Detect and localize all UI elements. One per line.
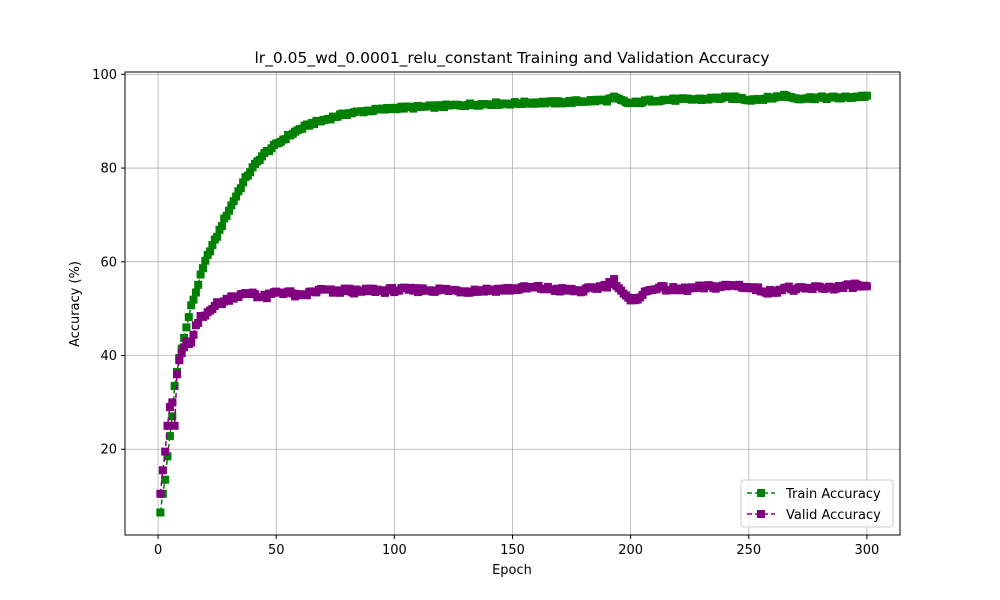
data-point-marker xyxy=(227,201,236,210)
x-tick-label: 300 xyxy=(855,543,880,558)
data-point-marker xyxy=(388,284,396,292)
data-point-marker xyxy=(180,343,189,352)
data-point-marker xyxy=(170,382,179,390)
data-point-marker xyxy=(206,247,215,256)
data-point-marker xyxy=(187,338,196,347)
y-tick-label: 20 xyxy=(100,443,117,458)
data-point-marker xyxy=(246,168,255,177)
x-tick-label: 200 xyxy=(618,543,643,558)
data-point-marker xyxy=(191,288,200,297)
data-point-marker xyxy=(862,91,871,100)
data-point-marker xyxy=(659,282,668,291)
y-axis-label: Accuracy (%) xyxy=(68,261,83,347)
data-point-marker xyxy=(163,421,172,430)
y-tick-label: 60 xyxy=(100,255,117,270)
data-point-marker xyxy=(158,466,167,475)
data-point-marker xyxy=(182,323,191,332)
data-point-marker xyxy=(170,421,179,430)
data-point-marker xyxy=(175,356,184,365)
data-point-marker xyxy=(165,432,174,441)
data-point-marker xyxy=(163,452,172,461)
data-point-marker xyxy=(208,241,217,249)
data-point-marker xyxy=(187,301,196,310)
data-point-marker xyxy=(610,275,619,284)
legend: Train Accuracy Valid Accuracy xyxy=(740,479,894,528)
data-point-marker xyxy=(201,256,210,265)
y-tick-label: 80 xyxy=(100,162,117,177)
x-tick-label: 50 xyxy=(268,543,285,558)
x-tick-label: 250 xyxy=(736,543,761,558)
data-point-marker xyxy=(177,349,186,358)
data-point-marker xyxy=(189,295,198,304)
data-point-marker xyxy=(168,412,177,421)
data-point-marker xyxy=(165,403,174,412)
data-point-marker xyxy=(862,282,871,291)
axis-ticks: 0 50 100 150 200 250 300 20 40 60 80 100 xyxy=(92,68,879,558)
data-point-marker xyxy=(199,264,207,273)
data-point-marker xyxy=(156,489,165,498)
grid-lines xyxy=(125,72,900,535)
chart-title: lr_0.05_wd_0.0001_relu_constant Training… xyxy=(254,49,769,68)
data-point-marker xyxy=(239,178,248,187)
data-point-marker xyxy=(184,313,193,322)
data-point-marker xyxy=(607,280,616,289)
data-point-marker xyxy=(194,280,203,289)
data-point-marker xyxy=(222,211,231,220)
data-point-marker xyxy=(161,447,170,456)
data-point-marker xyxy=(262,294,271,303)
x-tick-label: 0 xyxy=(154,543,162,558)
data-point-marker xyxy=(236,184,245,193)
legend-valid-marker xyxy=(757,510,765,518)
x-tick-label: 100 xyxy=(382,543,407,558)
x-tick-label: 150 xyxy=(500,543,525,558)
legend-train-label: Train Accuracy xyxy=(785,487,881,502)
data-point-marker xyxy=(189,330,198,339)
data-point-marker xyxy=(217,222,226,231)
data-point-marker xyxy=(173,370,181,379)
data-point-marker xyxy=(194,318,203,327)
data-point-marker xyxy=(156,508,165,517)
data-point-marker xyxy=(281,135,290,144)
data-point-marker xyxy=(225,206,233,215)
data-point-marker xyxy=(168,398,177,407)
data-point-marker xyxy=(603,283,611,292)
data-point-marker xyxy=(848,284,857,292)
data-point-marker xyxy=(232,192,241,201)
legend-box xyxy=(740,479,894,528)
y-tick-label: 40 xyxy=(100,349,117,364)
data-point-marker xyxy=(196,270,205,279)
data-point-marker xyxy=(225,296,233,305)
data-point-marker xyxy=(161,475,170,484)
series-layer xyxy=(156,90,871,517)
x-axis-label: Epoch xyxy=(492,563,532,578)
data-point-marker xyxy=(213,232,222,241)
y-tick-label: 100 xyxy=(92,68,117,83)
legend-train-marker xyxy=(757,489,765,497)
legend-valid-label: Valid Accuracy xyxy=(786,508,881,523)
data-point-marker xyxy=(229,197,238,206)
